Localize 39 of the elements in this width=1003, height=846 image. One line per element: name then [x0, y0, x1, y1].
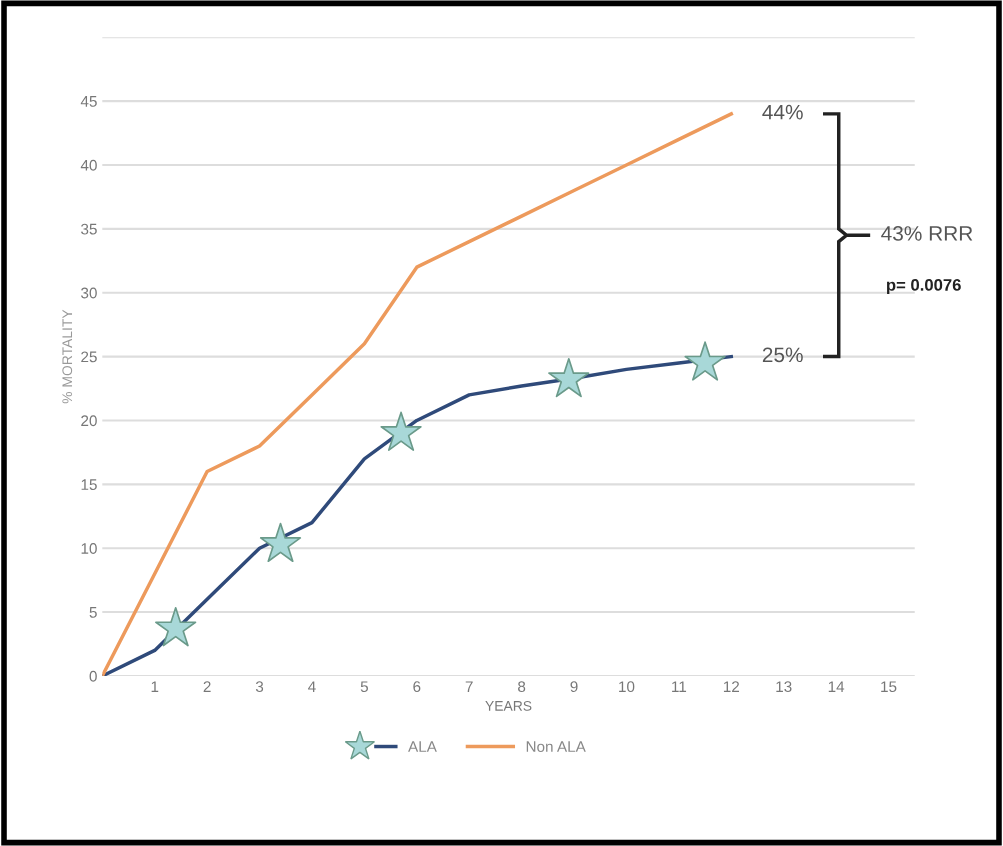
x-tick-label: 15 [881, 681, 897, 693]
point [380, 411, 422, 451]
point [548, 357, 590, 398]
x-tick-label: 12 [723, 681, 740, 692]
x-tick-label: 4 [308, 681, 316, 692]
x-tick-label: 6 [413, 681, 421, 693]
y-tick-label: 40 [80, 159, 97, 171]
annotation: 43% RRR [881, 226, 973, 241]
point [155, 607, 197, 647]
x-tick-label: 5 [360, 681, 368, 693]
point [684, 341, 726, 381]
y-tick-label: 30 [81, 287, 97, 299]
x-tick-label: 8 [518, 681, 526, 693]
x-tick-label: 13 [776, 681, 792, 693]
x-axis-title: YEARS [485, 700, 532, 711]
x-tick-label: 11 [672, 681, 687, 692]
annotation: p= 0.0076 [887, 279, 961, 295]
x-tick-label: 2 [203, 681, 211, 692]
y-tick-label: 15 [81, 479, 97, 491]
legend-label: Non ALA [526, 741, 586, 753]
y-tick-label: 10 [81, 543, 97, 554]
y-tick-label: 5 [89, 607, 97, 618]
y-tick-label: 0 [89, 670, 97, 682]
x-tick-label: 14 [828, 681, 845, 692]
x-tick-label: 10 [619, 681, 635, 693]
x-tick-label: 3 [255, 681, 264, 693]
annotation: 25% [762, 347, 803, 363]
y-axis-title: % MORTALITY [62, 309, 73, 404]
x-tick-label: 7 [465, 681, 473, 692]
legend-label: ALA [408, 741, 437, 752]
x-tick-label: 1 [151, 681, 159, 692]
line-series [102, 112, 734, 676]
y-tick-label: 25 [81, 351, 97, 363]
point [259, 522, 302, 563]
annotation: 44% [762, 104, 803, 120]
x-tick-label: 9 [570, 681, 578, 693]
y-tick-label: 35 [81, 223, 97, 235]
y-tick-label: 45 [80, 96, 97, 107]
y-tick-label: 20 [81, 415, 97, 427]
